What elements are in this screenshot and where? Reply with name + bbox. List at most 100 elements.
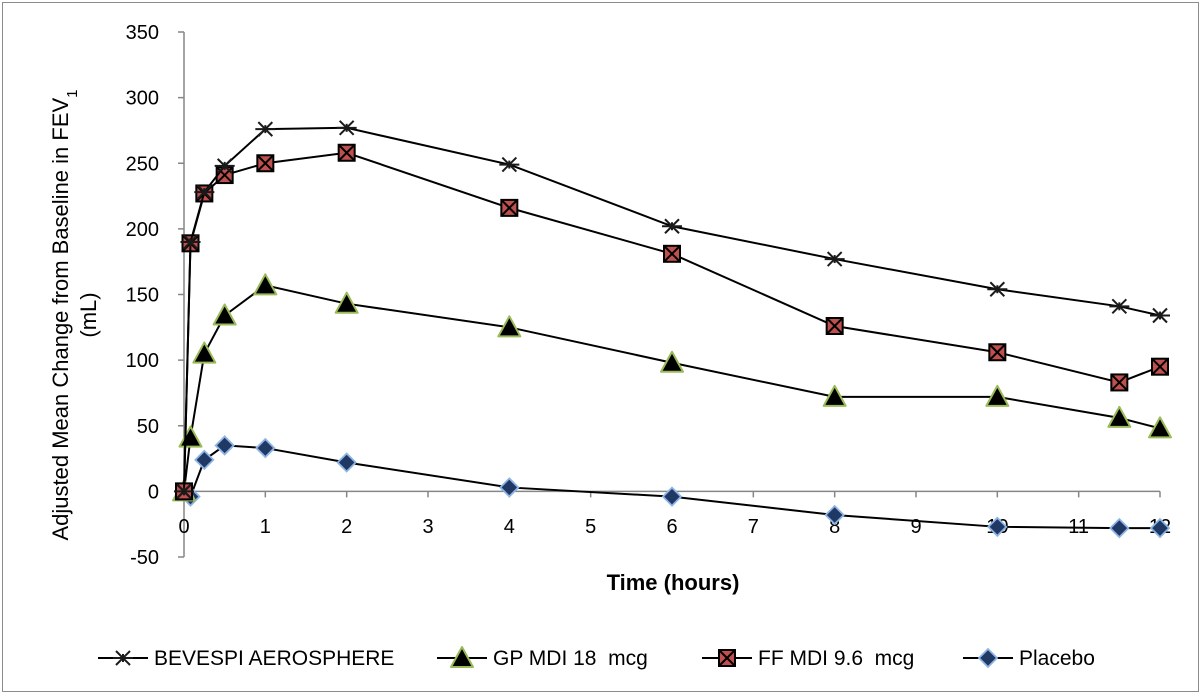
data-point-marker [336, 120, 357, 136]
marker-cross [1111, 374, 1128, 391]
x-tick-label: 5 [585, 516, 596, 538]
marker-cross [826, 318, 843, 334]
data-point-marker [825, 317, 844, 335]
legend-item: BEVESPI AEROSPHERE [98, 647, 394, 670]
data-point-marker [985, 384, 1010, 407]
data-point-marker [334, 291, 359, 314]
marker-diamond [977, 647, 999, 669]
series-asterisk [174, 120, 1170, 500]
marker-cross [1152, 358, 1168, 375]
marker-triangle [450, 646, 474, 668]
marker-triangle [660, 350, 684, 373]
legend-label: BEVESPI AEROSPHERE [154, 647, 394, 670]
data-point-marker [336, 452, 357, 473]
data-point-marker [497, 315, 522, 338]
legend-item: FF MDI 9.6 mcg [702, 647, 914, 670]
data-point-marker [499, 156, 520, 173]
data-point-marker [1110, 373, 1129, 392]
data-point-marker [214, 435, 235, 456]
data-point-marker [499, 477, 520, 498]
legend-label: Placebo [1019, 647, 1095, 670]
marker-triangle [192, 341, 217, 364]
data-point-marker [174, 483, 194, 500]
x-tick-label: 6 [666, 516, 677, 538]
plot-area [172, 120, 1172, 539]
series-line [183, 284, 1161, 492]
data-point-marker [113, 650, 133, 666]
data-point-marker [450, 646, 474, 668]
series-triangle [172, 273, 1172, 502]
marker-diamond [824, 504, 845, 526]
marker-triangle [1107, 405, 1132, 428]
data-point-marker [337, 143, 356, 162]
legend-label: GP MDI 18 mcg [493, 647, 648, 670]
y-axis-title-line2: (mL) [76, 292, 101, 337]
data-point-marker [255, 437, 276, 459]
y-tick-label: 250 [126, 153, 159, 175]
y-axis-title: Adjusted Mean Change from Baseline in FE… [48, 89, 101, 540]
data-point-marker [1151, 357, 1169, 376]
marker-cross [719, 650, 735, 666]
marker-triangle [253, 273, 278, 296]
data-point-marker [822, 384, 847, 407]
marker-cross [989, 344, 1006, 360]
marker-cross [664, 246, 680, 262]
x-tick-label: 4 [504, 516, 515, 538]
data-point-marker [1107, 405, 1132, 428]
marker-diamond [499, 477, 520, 498]
data-point-marker [500, 198, 519, 217]
marker-diamond [194, 449, 215, 471]
data-point-marker [1148, 416, 1172, 439]
data-point-marker [977, 647, 999, 669]
y-tick-label: 150 [126, 285, 159, 307]
marker-triangle [985, 384, 1010, 407]
marker-diamond [336, 452, 357, 473]
data-point-marker [256, 154, 275, 173]
data-point-marker [1150, 307, 1170, 324]
marker-cross [257, 155, 274, 171]
data-point-marker [178, 425, 203, 448]
legend-item: GP MDI 18 mcg [437, 646, 648, 670]
marker-triangle [822, 384, 847, 407]
marker-diamond [661, 486, 683, 507]
data-point-marker [253, 273, 278, 296]
data-point-marker [194, 449, 215, 471]
data-point-marker [180, 234, 201, 250]
x-tick-label: 2 [341, 516, 352, 538]
data-point-marker [662, 218, 682, 234]
data-point-marker [663, 244, 681, 263]
marker-diamond [255, 437, 276, 459]
x-tick-label: 0 [178, 516, 189, 538]
x-tick-label: 3 [422, 516, 433, 538]
axes: -500501001502002503003500123456789101112 [126, 22, 1172, 569]
y-axis-title-subscript: 1 [64, 89, 81, 97]
marker-diamond [987, 516, 1008, 538]
y-tick-label: 50 [137, 416, 159, 438]
marker-cross [338, 145, 355, 161]
data-point-marker [661, 486, 683, 507]
series-square-x [175, 143, 1169, 501]
data-point-marker [1149, 517, 1171, 539]
data-point-marker [1109, 517, 1130, 539]
x-tick-label: 7 [748, 516, 759, 538]
x-tick-label: 9 [910, 516, 921, 538]
y-tick-label: 100 [126, 350, 159, 372]
marker-triangle [178, 425, 203, 448]
data-point-marker [1109, 298, 1130, 315]
marker-diamond [1149, 517, 1171, 539]
marker-triangle [1148, 416, 1172, 439]
series-line [183, 151, 1161, 492]
legend-item: Placebo [963, 647, 1095, 670]
data-point-marker [988, 343, 1007, 362]
y-axis-title-line1: Adjusted Mean Change from Baseline in FE… [48, 98, 73, 541]
data-point-marker [255, 121, 276, 137]
y-tick-label: 350 [126, 22, 159, 44]
data-point-marker [987, 516, 1008, 538]
marker-diamond [1109, 517, 1130, 539]
marker-diamond [214, 435, 235, 456]
legend-label: FF MDI 9.6 mcg [758, 647, 914, 670]
data-point-marker [987, 281, 1008, 297]
data-point-marker [824, 251, 845, 267]
y-tick-label: 200 [126, 219, 159, 241]
data-point-marker [718, 649, 736, 667]
